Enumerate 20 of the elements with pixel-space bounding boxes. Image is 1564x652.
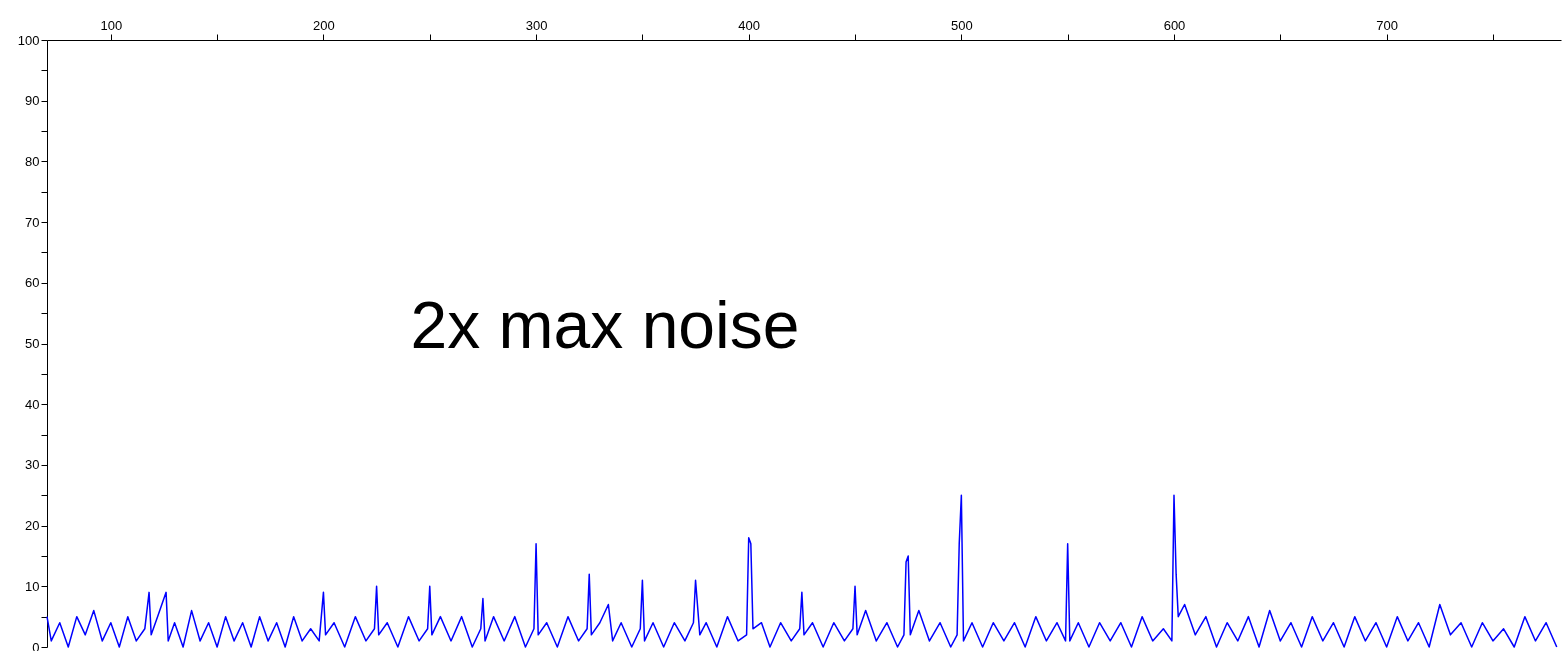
- x-tick-label: 600: [1163, 17, 1186, 33]
- x-tick-label: 700: [1376, 17, 1398, 33]
- x-tick-label: 100: [100, 17, 123, 33]
- y-tick-label: 60: [25, 275, 40, 291]
- y-tick-label: 30: [25, 457, 40, 473]
- y-tick-label: 90: [25, 93, 40, 109]
- y-tick-label: 80: [25, 153, 40, 169]
- y-tick-label: 50: [25, 336, 40, 351]
- x-tick-label: 400: [738, 17, 761, 33]
- y-tick-label: 70: [25, 214, 40, 230]
- y-tick-label: 20: [25, 518, 40, 534]
- line-series: [46, 494, 1558, 648]
- y-tick-label: 0: [32, 639, 40, 652]
- y-tick-label: 100: [17, 32, 40, 48]
- y-tick-label: 10: [25, 578, 40, 594]
- annotation: 2x max noise: [410, 288, 800, 362]
- x-tick-label: 500: [951, 17, 973, 33]
- y-tick-label: 40: [25, 396, 40, 412]
- x-tick-label: 200: [313, 17, 335, 33]
- x-tick-label: 300: [525, 17, 548, 33]
